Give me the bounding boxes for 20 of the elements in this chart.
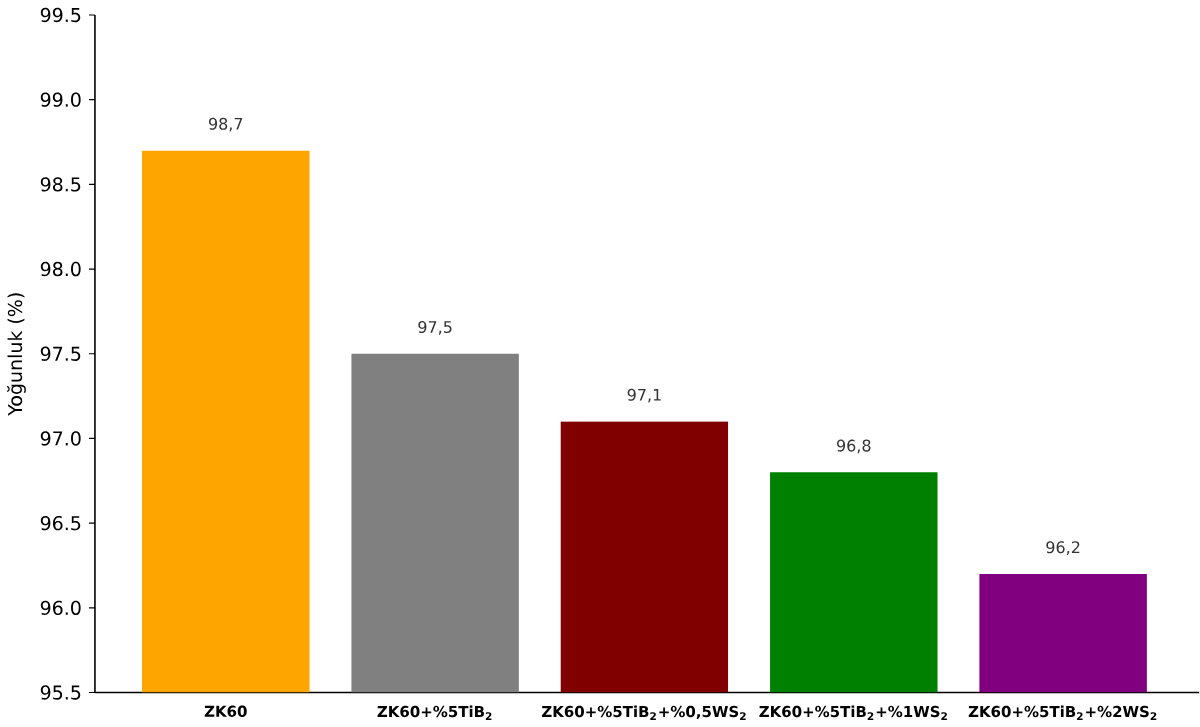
y-tick-label: 97.0 (40, 431, 81, 446)
data-label: 98,7 (208, 117, 243, 132)
x-tick-label: ZK60+%5TiB$_{2}$+%2WS$_{2}$ (968, 705, 1157, 721)
y-tick-label: 97.5 (40, 346, 81, 362)
y-tick-label: 96.5 (40, 516, 81, 531)
x-tick-label: ZK60+%5TiB$_{2}$ (377, 705, 492, 721)
data-label: 97,5 (418, 321, 452, 335)
y-tick-label: 98.5 (40, 177, 81, 192)
x-tick-label: ZK60 (204, 705, 247, 718)
y-tick-label: 98.0 (40, 262, 81, 277)
data-label: 97,1 (627, 388, 661, 403)
data-label: 96,2 (1046, 541, 1080, 556)
data-label: 96,8 (836, 439, 871, 454)
x-tick-label: ZK60+%5TiB$_{2}$+%0,5WS$_{2}$ (542, 705, 746, 721)
y-tick-label: 99.0 (40, 92, 81, 108)
x-tick-label: ZK60+%5TiB$_{2}$+%1WS$_{2}$ (759, 705, 947, 721)
y-axis-title: Yoğunluk (%) (7, 293, 26, 416)
y-tick-label: 95.5 (40, 685, 81, 700)
y-tick-label: 96.0 (40, 600, 81, 616)
y-tick-label: 99.5 (40, 8, 81, 23)
